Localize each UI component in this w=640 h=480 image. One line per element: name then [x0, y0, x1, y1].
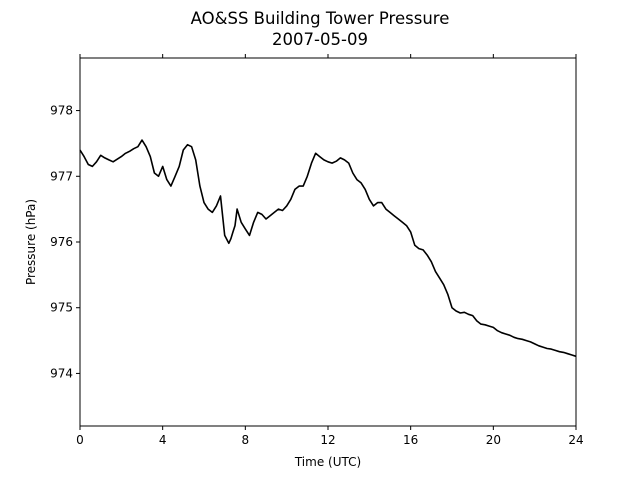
x-tick-label: 16	[403, 433, 418, 447]
y-tick-label: 977	[50, 169, 73, 183]
x-axis-label: Time (UTC)	[294, 455, 361, 469]
y-tick-label: 978	[50, 104, 73, 118]
y-tick-label: 976	[50, 235, 73, 249]
x-tick-label: 24	[568, 433, 583, 447]
y-tick-label: 975	[50, 301, 73, 315]
pressure-series-line	[79, 139, 577, 358]
y-tick-label: 974	[50, 366, 73, 380]
x-axis-ticks: 0 4 8 12 16 20 24	[76, 54, 584, 447]
x-tick-label: 8	[242, 433, 250, 447]
x-tick-label: 0	[76, 433, 84, 447]
plot-area	[80, 58, 576, 426]
chart-title: AO&SS Building Tower Pressure	[191, 9, 450, 28]
y-axis-label: Pressure (hPa)	[24, 199, 38, 285]
plot-frame	[79, 57, 577, 427]
chart-subtitle: 2007-05-09	[272, 30, 368, 49]
series-layer	[79, 139, 577, 358]
x-tick-label: 12	[320, 433, 335, 447]
y-axis-ticks: 974 975 976 977 978	[50, 104, 80, 380]
x-tick-label: 4	[159, 433, 167, 447]
x-tick-label: 20	[486, 433, 501, 447]
